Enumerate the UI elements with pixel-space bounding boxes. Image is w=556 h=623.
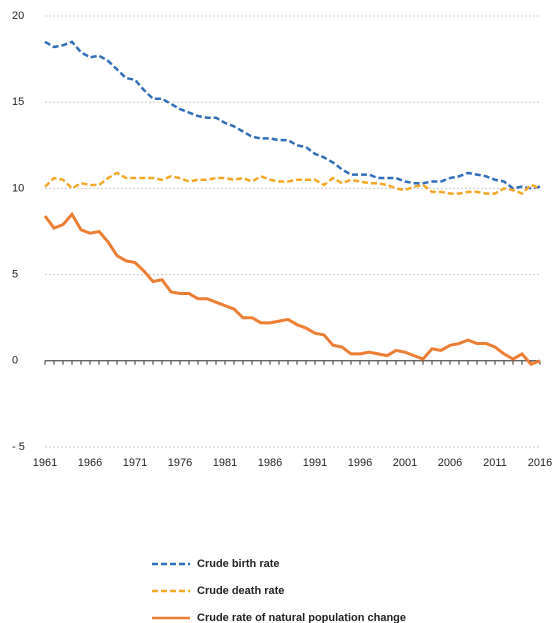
- legend-label: Crude rate of natural population change: [197, 612, 406, 623]
- x-tick-label: 1961: [33, 457, 57, 469]
- x-tick-label: 2006: [438, 457, 462, 469]
- x-tick-label: 2011: [483, 457, 507, 469]
- y-tick-label: 10: [12, 182, 24, 194]
- y-tick-label: 20: [12, 10, 24, 22]
- series-line: [44, 40, 541, 190]
- x-tick-label: 1966: [78, 457, 102, 469]
- y-tick-label: - 5: [12, 441, 25, 453]
- y-tick-label: 5: [12, 269, 18, 281]
- x-tick-label: 1976: [168, 457, 192, 469]
- x-tick-label: 2016: [528, 457, 552, 469]
- x-tick-label: 1991: [303, 457, 327, 469]
- x-tick-label: 1986: [258, 457, 282, 469]
- legend-label: Crude death rate: [197, 585, 284, 597]
- y-tick-label: 0: [12, 355, 18, 367]
- x-tick-label: 1971: [123, 457, 147, 469]
- x-tick-label: 1996: [348, 457, 372, 469]
- series-line: [43, 211, 541, 367]
- y-tick-label: 15: [12, 96, 24, 108]
- x-tick-label: 1981: [213, 457, 237, 469]
- x-tick-label: 2001: [393, 457, 417, 469]
- series-line: [44, 171, 541, 196]
- legend-label: Crude birth rate: [197, 558, 280, 570]
